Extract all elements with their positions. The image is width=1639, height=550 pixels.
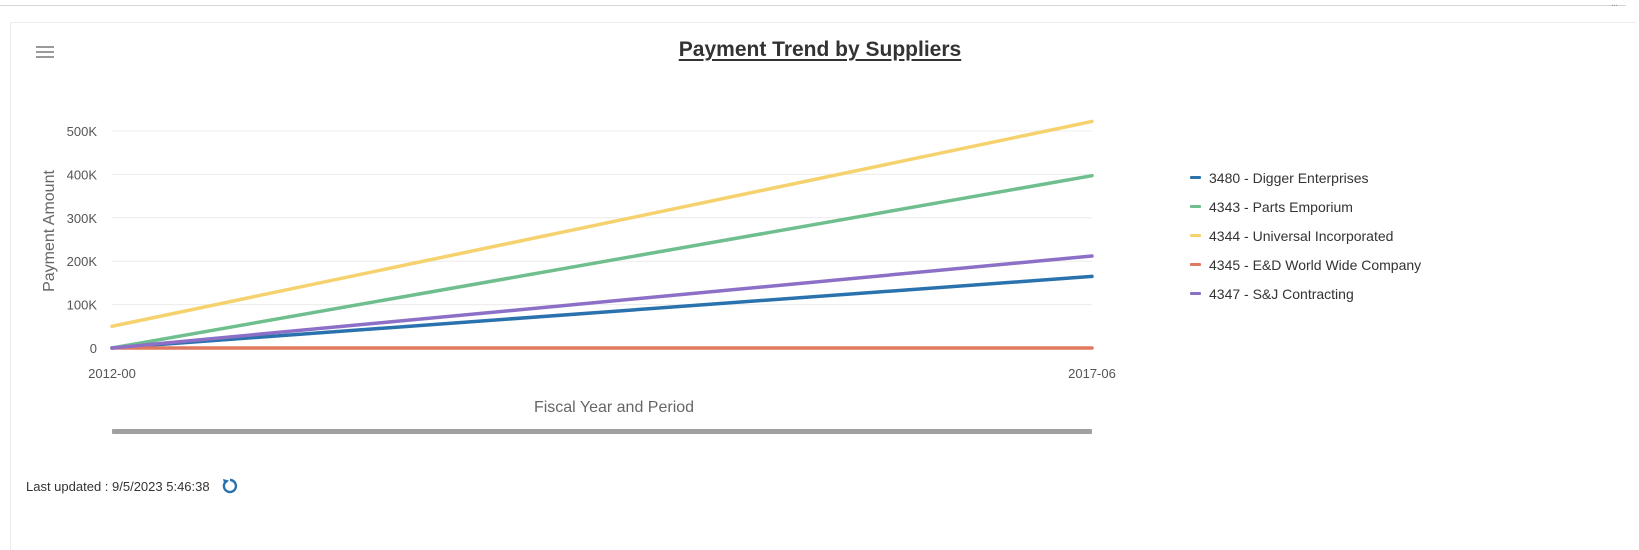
legend-label: 4347 - S&J Contracting [1209,285,1354,302]
legend-swatch [1190,176,1201,179]
legend-label: 4343 - Parts Emporium [1209,198,1353,215]
y-tick-label: 200K [67,254,98,269]
x-tick-label: 2017-06 [1068,366,1116,381]
legend-label: 4345 - E&D World Wide Company [1209,256,1422,273]
y-tick-label: 100K [67,298,98,313]
y-tick-label: 400K [67,167,98,182]
legend-item[interactable]: 4345 - E&D World Wide Company [1190,250,1421,279]
legend-item[interactable]: 3480 - Digger Enterprises [1190,163,1421,192]
x-tick-label: 2012-00 [88,366,136,381]
corner-dots: ... [1610,0,1618,9]
top-divider [0,5,1626,6]
legend-swatch [1190,263,1201,266]
legend-label: 4344 - Universal Incorporated [1209,227,1394,244]
series-line [110,254,1094,350]
legend-swatch [1190,292,1201,295]
legend-item[interactable]: 4343 - Parts Emporium [1190,192,1421,221]
refresh-icon[interactable] [220,476,240,496]
footer: Last updated : 9/5/2023 5:46:38 [26,476,240,496]
last-updated-text: Last updated : 9/5/2023 5:46:38 [26,478,210,494]
chart-panel [10,22,1636,550]
hamburger-menu-icon[interactable] [36,46,54,60]
legend-swatch [1190,234,1201,237]
legend-item[interactable]: 4344 - Universal Incorporated [1190,221,1421,250]
y-tick-label: 500K [67,124,98,139]
range-scrollbar[interactable] [112,429,1092,434]
chart-legend: 3480 - Digger Enterprises 4343 - Parts Em… [1190,163,1421,308]
legend-swatch [1190,205,1201,208]
y-axis-label: Payment Amount [41,170,58,292]
chart-title: Payment Trend by Suppliers [678,38,962,61]
legend-item[interactable]: 4347 - S&J Contracting [1190,279,1421,308]
x-axis-label: Fiscal Year and Period [534,399,694,416]
y-tick-label: 0 [90,341,97,356]
legend-label: 3480 - Digger Enterprises [1209,169,1369,186]
y-tick-label: 300K [67,211,98,226]
series-line [110,173,1094,350]
series-line [110,119,1094,329]
series-line [110,274,1094,350]
